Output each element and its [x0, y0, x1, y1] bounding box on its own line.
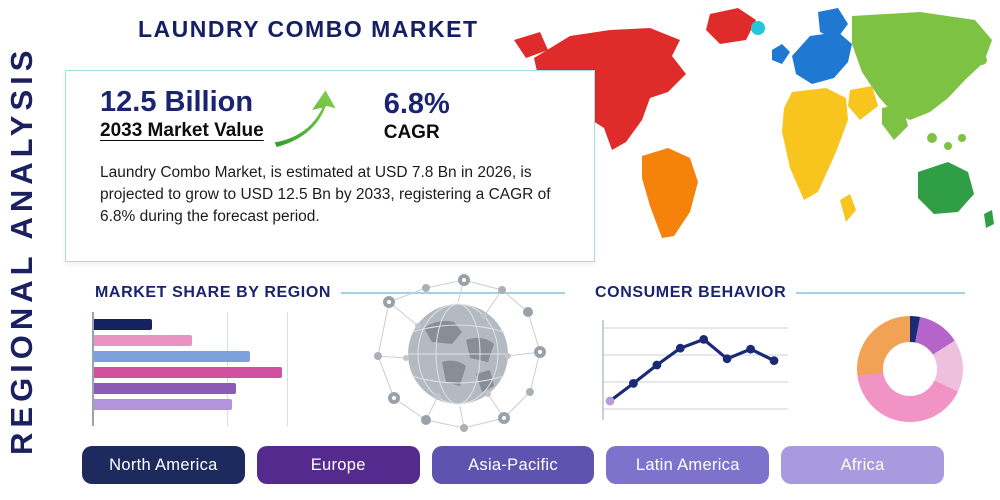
island-sea-3: [958, 134, 966, 142]
continent-south-america: [642, 148, 698, 238]
heading-rule-right: [796, 292, 965, 294]
region-button-asia-pacific[interactable]: Asia-Pacific: [431, 446, 595, 484]
growth-arrow-icon: [272, 87, 339, 149]
island-sea-2: [944, 142, 952, 150]
bar-gridline-2: [287, 312, 288, 426]
donut-hole: [883, 342, 937, 396]
cagr-label: CAGR: [383, 122, 440, 144]
page-title: LAUNDRY COMBO MARKET: [138, 16, 479, 42]
stats-row: 12.5 Billion 2033 Market Value 6.8% CAGR: [100, 87, 566, 149]
side-label-regional-analysis: REGIONAL ANALYSIS: [4, 45, 39, 455]
bar-1: [94, 319, 152, 330]
summary-card: 12.5 Billion 2033 Market Value 6.8% CAGR…: [65, 70, 595, 262]
bar-4: [94, 367, 282, 378]
market-value-label: 2033 Market Value: [100, 120, 264, 142]
new-zealand: [984, 210, 994, 228]
region-button-africa[interactable]: Africa: [781, 446, 944, 484]
cagr-number: 6.8%: [383, 88, 450, 120]
united-kingdom: [772, 44, 790, 64]
consumer-line-chart: [600, 312, 790, 426]
cagr-stat-block: 6.8% CAGR: [384, 89, 450, 144]
region-button-latin-america[interactable]: Latin America: [606, 446, 770, 484]
consumer-donut-chart: [857, 316, 963, 422]
market-share-heading-row: MARKET SHARE BY REGION: [95, 284, 565, 302]
island-sea-1: [927, 133, 937, 143]
continent-north-america: [534, 28, 686, 150]
region-button-europe[interactable]: Europe: [256, 446, 420, 484]
globe-network-graphic: [374, 274, 546, 432]
world-map: [514, 8, 994, 238]
consumer-behavior-heading: CONSUMER BEHAVIOR: [595, 284, 787, 301]
continent-europe: [792, 32, 852, 84]
consumer-behavior-heading-row: CONSUMER BEHAVIOR: [595, 284, 965, 302]
alaska: [514, 32, 548, 58]
market-share-bar-chart: [92, 312, 302, 426]
india: [882, 104, 908, 140]
madagascar: [840, 194, 856, 222]
continent-asia: [852, 12, 992, 120]
market-value-number: 12.5 Billion: [100, 86, 254, 118]
continent-australia: [918, 162, 974, 214]
arabia: [848, 86, 878, 120]
bar-6: [94, 399, 232, 410]
scandinavia: [818, 8, 848, 40]
continent-africa: [782, 88, 848, 200]
bar-2: [94, 335, 192, 346]
market-share-heading: MARKET SHARE BY REGION: [95, 284, 332, 301]
iceland: [751, 21, 765, 35]
heading-rule-left: [341, 292, 565, 294]
continent-greenland: [706, 8, 756, 44]
market-description: Laundry Combo Market, is estimated at US…: [100, 164, 551, 225]
japan: [977, 55, 987, 65]
bars-container: [94, 312, 302, 410]
bar-5: [94, 383, 236, 394]
region-buttons-row: North America Europe Asia-Pacific Latin …: [82, 446, 944, 484]
bar-3: [94, 351, 250, 362]
market-value-stat-block: 12.5 Billion 2033 Market Value: [100, 87, 264, 142]
region-button-north-america[interactable]: North America: [82, 446, 245, 484]
line-plot: [602, 320, 788, 420]
